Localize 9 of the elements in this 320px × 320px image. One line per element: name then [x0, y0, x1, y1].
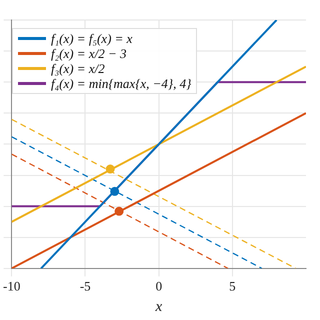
x-tick-label: -5 — [80, 278, 91, 294]
x-axis-title: x — [154, 298, 162, 315]
x-tick-label: 0 — [156, 278, 162, 294]
legend-label: f₃(x) = x/2 — [51, 61, 105, 76]
legend-label: f₄(x) = min{max{x, −4}, 4} — [51, 76, 192, 91]
x-tick-label: 5 — [229, 278, 236, 294]
legend-label: f₂(x) = x/2 − 3 — [51, 46, 126, 61]
legend-label: f₁(x) = f₅(x) = x — [51, 31, 132, 46]
x-tick-label: -10 — [2, 278, 20, 294]
